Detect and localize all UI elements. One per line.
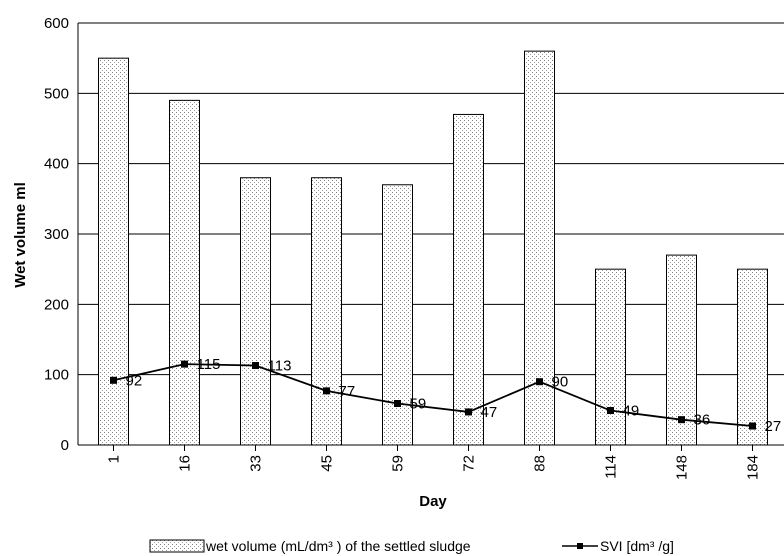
x-tick-label: 88 <box>532 455 549 472</box>
x-tick-label: 16 <box>177 455 194 472</box>
svi-data-label: 115 <box>197 356 221 373</box>
svi-point <box>323 387 330 395</box>
svi-point <box>252 362 259 370</box>
x-tick-label: 1 <box>106 455 123 463</box>
svi-point <box>110 376 117 384</box>
x-axis-title: Day <box>419 493 447 510</box>
y-tick-label: 600 <box>44 15 69 32</box>
svi-data-label: 92 <box>126 372 143 389</box>
y-tick-label: 400 <box>44 156 69 173</box>
y-axis-title: Wet volume ml <box>12 182 29 288</box>
y-tick-label: 200 <box>44 296 69 313</box>
svi-point <box>749 422 756 430</box>
svi-point <box>465 408 472 416</box>
svi-data-label: 59 <box>410 396 427 413</box>
x-tick-label: 114 <box>603 455 620 479</box>
x-tick-label: 184 <box>745 455 762 480</box>
bar <box>311 177 342 446</box>
legend-bar-swatch <box>149 539 205 553</box>
y-tick-label: 0 <box>61 437 69 454</box>
svi-data-label: 36 <box>694 412 711 429</box>
legend-bar-label: wet volume (mL/dm³ ) of the settled slud… <box>205 538 471 554</box>
legend-line-label: SVI [dm³ /g] <box>600 538 674 554</box>
svi-data-label: 77 <box>339 383 356 400</box>
x-tick-label: 148 <box>674 455 691 480</box>
x-tick-label: 59 <box>390 455 407 472</box>
x-tick-labels: 1 16 33 45 59 72 88 114 148 184 <box>106 445 762 480</box>
bar <box>453 113 484 446</box>
bar <box>595 268 626 446</box>
svi-point <box>678 416 685 424</box>
svi-data-label: 49 <box>623 403 640 420</box>
legend: wet volume (mL/dm³ ) of the settled slud… <box>149 538 674 554</box>
svi-point <box>536 378 543 386</box>
bar <box>169 99 200 446</box>
y-tick-label: 100 <box>44 367 69 384</box>
svi-point <box>181 360 188 368</box>
svi-data-label: 27 <box>765 418 782 435</box>
y-tick-labels: 0 100 200 300 400 500 600 <box>44 15 69 454</box>
x-tick-label: 72 <box>461 455 478 472</box>
legend-line-marker <box>577 543 583 549</box>
bar <box>240 177 271 446</box>
svi-point <box>607 407 614 415</box>
svi-data-label: 113 <box>268 358 292 375</box>
line-series: 92 115 113 77 59 47 90 49 36 27 <box>110 356 781 435</box>
svi-data-label: 47 <box>481 404 498 421</box>
bar <box>737 268 768 446</box>
bar-series <box>98 50 768 446</box>
bar <box>98 57 129 446</box>
y-tick-label: 300 <box>44 226 69 243</box>
x-tick-label: 45 <box>319 455 336 472</box>
bar <box>666 254 697 446</box>
svi-data-label: 90 <box>552 374 569 391</box>
x-tick-label: 33 <box>248 455 265 472</box>
svi-point <box>394 400 401 408</box>
y-tick-label: 500 <box>44 85 69 102</box>
svi-line <box>113 363 753 427</box>
